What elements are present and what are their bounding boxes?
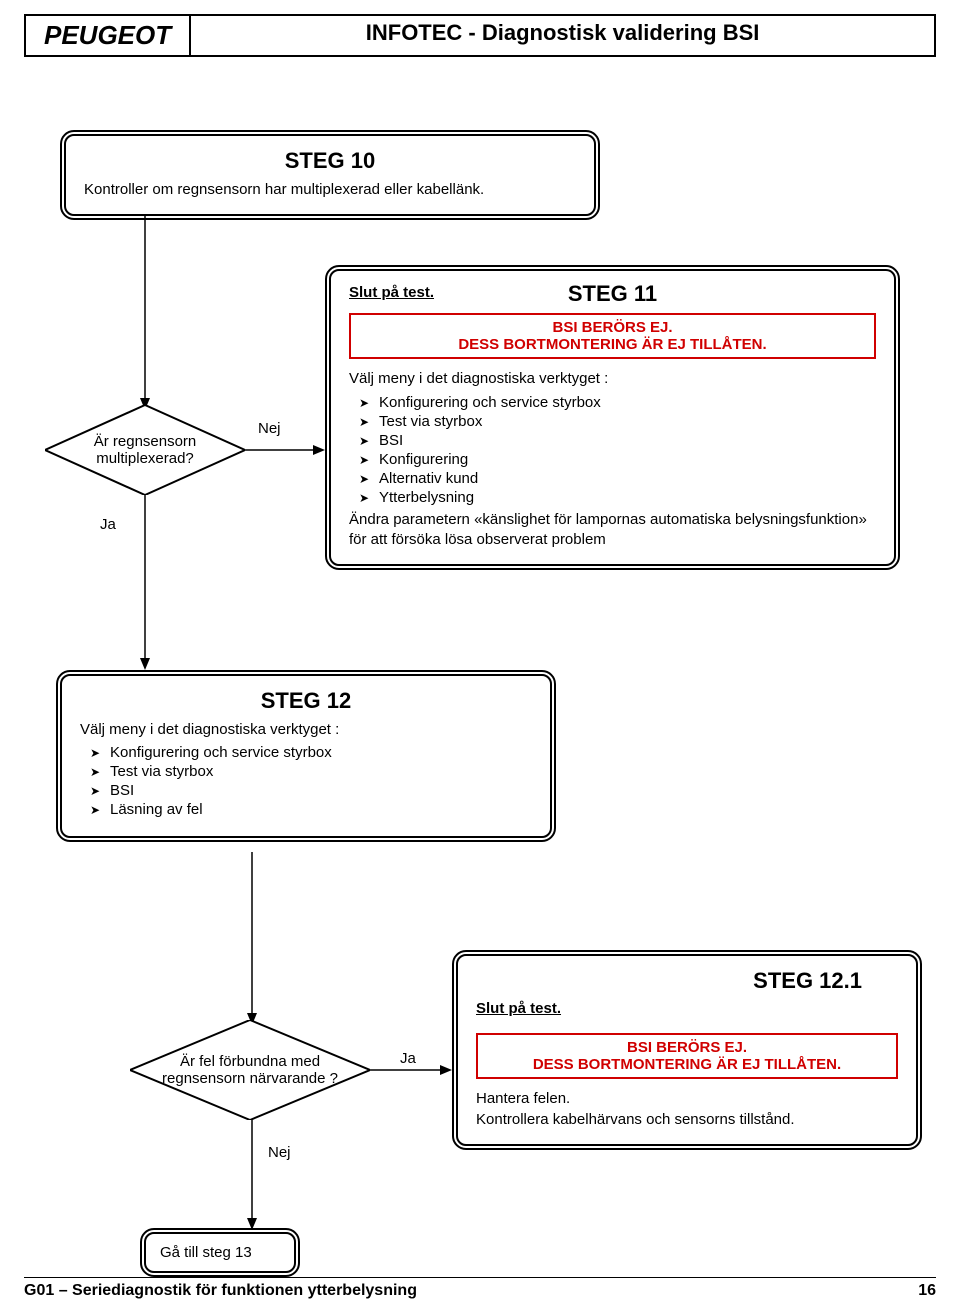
step-12-1-endtext: Slut på test.: [476, 999, 561, 1019]
step-11-bullet: Konfigurering: [379, 451, 876, 468]
page-title: INFOTEC - Diagnostisk validering BSI: [191, 14, 936, 57]
brand: PEUGEOT: [24, 14, 191, 57]
step-12-bullet: BSI: [110, 782, 532, 799]
arrow-decision2-step12_1: [370, 1063, 452, 1077]
step-11-bullet: BSI: [379, 432, 876, 449]
footer: G01 – Seriediagnostik för funktionen ytt…: [24, 1277, 936, 1300]
step-10-text: Kontroller om regnsensorn har multiplexe…: [84, 180, 576, 200]
header: PEUGEOT INFOTEC - Diagnostisk validering…: [24, 14, 936, 57]
decision2-no-label: Nej: [268, 1144, 291, 1161]
step-12-1-label: STEG 12.1: [476, 968, 862, 994]
goto-step13: Gå till steg 13: [140, 1228, 300, 1277]
step-11-bullet: Ytterbelysning: [379, 489, 876, 506]
step-12-1: STEG 12.1 Slut på test. BSI BERÖRS EJ. D…: [452, 950, 922, 1150]
step-12-1-warning: BSI BERÖRS EJ. DESS BORTMONTERING ÄR EJ …: [476, 1033, 898, 1079]
step-11: Slut på test. STEG 11 BSI BERÖRS EJ. DES…: [325, 265, 900, 570]
step-11-warn2: DESS BORTMONTERING ÄR EJ TILLÅTEN.: [359, 336, 866, 353]
decision-multiplex: Är regnsensorn multiplexerad?: [45, 405, 245, 495]
arrow-decision1-step12: [135, 495, 155, 670]
step-11-bullet: Test via styrbox: [379, 413, 876, 430]
decision-multiplex-text: Är regnsensorn multiplexerad?: [45, 405, 245, 495]
step-10-label: STEG 10: [84, 148, 576, 174]
step-12-bullet: Läsning av fel: [110, 801, 532, 818]
step-12-1-line2: Kontrollera kabelhärvans och sensorns ti…: [476, 1110, 898, 1130]
step-12-1-warn1: BSI BERÖRS EJ.: [486, 1039, 888, 1056]
arrow-decision1-step11: [245, 443, 325, 457]
step-12-bullet: Test via styrbox: [110, 763, 532, 780]
arrow-step10-decision1: [135, 215, 155, 410]
step-11-warning: BSI BERÖRS EJ. DESS BORTMONTERING ÄR EJ …: [349, 313, 876, 359]
step-11-endtext: Slut på test.: [349, 283, 434, 303]
arrow-decision2-goto: [242, 1120, 262, 1230]
step-11-intro: Välj meny i det diagnostiska verktyget :: [349, 369, 876, 389]
footer-page: 16: [918, 1282, 936, 1300]
step-11-bullet: Konfigurering och service styrbox: [379, 394, 876, 411]
step-12-bullet: Konfigurering och service styrbox: [110, 744, 532, 761]
step-11-tail: Ändra parametern «känslighet för lamporn…: [349, 510, 876, 551]
step-12-1-warn2: DESS BORTMONTERING ÄR EJ TILLÅTEN.: [486, 1056, 888, 1073]
step-11-bullets: Konfigurering och service styrbox Test v…: [349, 394, 876, 506]
step-11-bullet: Alternativ kund: [379, 470, 876, 487]
decision1-yes-label: Ja: [100, 516, 116, 533]
step-12: STEG 12 Välj meny i det diagnostiska ver…: [56, 670, 556, 842]
step-12-label: STEG 12: [80, 688, 532, 714]
decision1-no-label: Nej: [258, 420, 281, 437]
step-12-intro: Välj meny i det diagnostiska verktyget :: [80, 720, 532, 740]
step-12-1-line1: Hantera felen.: [476, 1089, 898, 1109]
step-12-bullets: Konfigurering och service styrbox Test v…: [80, 744, 532, 818]
step-11-warn1: BSI BERÖRS EJ.: [359, 319, 866, 336]
goto-text: Gå till steg 13: [160, 1244, 252, 1261]
step-10: STEG 10 Kontroller om regnsensorn har mu…: [60, 130, 600, 220]
decision-faults-text: Är fel förbundna med regnsensorn närvara…: [130, 1020, 370, 1120]
decision-faults: Är fel förbundna med regnsensorn närvara…: [130, 1020, 370, 1120]
footer-left: G01 – Seriediagnostik för funktionen ytt…: [24, 1282, 417, 1300]
arrow-step12-decision2: [242, 852, 262, 1025]
